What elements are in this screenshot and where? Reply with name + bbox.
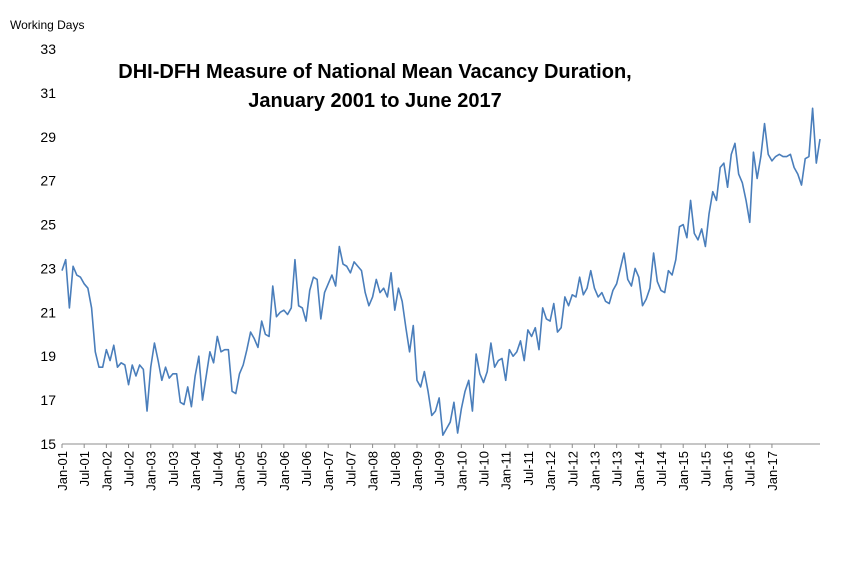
x-tick-label: Jan-12 xyxy=(543,451,558,491)
y-tick-label: 23 xyxy=(40,260,56,276)
x-tick-label: Jan-02 xyxy=(99,451,114,491)
x-tick-label: Jan-03 xyxy=(144,451,159,491)
chart-title-line2: January 2001 to June 2017 xyxy=(248,90,501,112)
x-tick-label: Jul-14 xyxy=(654,451,669,486)
x-tick-label: Jan-16 xyxy=(721,451,736,491)
y-tick-label: 15 xyxy=(40,436,56,452)
x-tick-label: Jan-10 xyxy=(454,451,469,491)
x-tick-label: Jan-05 xyxy=(232,451,247,491)
y-tick-label: 33 xyxy=(40,41,56,57)
x-tick-label: Jan-14 xyxy=(632,451,647,491)
x-tick-label: Jul-02 xyxy=(122,451,137,486)
x-axis: Jan-01 Jul-01 Jan-02 Jul-02 Jan-03 Jul-03 Jan-… xyxy=(55,444,780,491)
x-tick-label: Jan-11 xyxy=(499,451,514,490)
y-axis: 15 17 19 21 23 25 27 29 31 33 xyxy=(40,41,56,452)
x-tick-label: Jan-17 xyxy=(765,451,780,491)
x-tick-label: Jul-15 xyxy=(698,451,713,486)
x-tick-label: Jul-13 xyxy=(610,451,625,486)
x-tick-label: Jan-01 xyxy=(55,451,70,491)
y-tick-label: 19 xyxy=(40,348,56,364)
series-line xyxy=(61,107,821,437)
x-tick-label: Jul-11 xyxy=(521,451,536,485)
x-tick-label: Jan-15 xyxy=(676,451,691,491)
y-tick-label: 17 xyxy=(40,392,56,408)
x-tick-label: Jan-06 xyxy=(277,451,292,491)
x-tick-label: Jul-05 xyxy=(255,451,270,486)
x-tick-label: Jul-04 xyxy=(210,451,225,486)
x-tick-label: Jul-01 xyxy=(77,451,92,486)
y-axis-title: Working Days xyxy=(10,18,84,32)
x-tick-label: Jul-12 xyxy=(565,451,580,486)
y-tick-label: 21 xyxy=(40,304,56,320)
x-tick-label: Jan-07 xyxy=(321,451,336,491)
y-tick-label: 31 xyxy=(40,85,56,101)
y-tick-label: 29 xyxy=(40,129,56,145)
y-tick-label: 25 xyxy=(40,217,56,233)
x-tick-label: Jan-09 xyxy=(410,451,425,491)
x-tick-label: Jan-13 xyxy=(587,451,602,491)
x-tick-label: Jul-06 xyxy=(299,451,314,486)
x-tick-label: Jul-03 xyxy=(166,451,181,486)
x-tick-label: Jan-04 xyxy=(188,451,203,491)
x-tick-label: Jul-07 xyxy=(343,451,358,486)
x-tick-label: Jul-10 xyxy=(477,451,492,486)
x-tick-label: Jul-09 xyxy=(432,451,447,486)
x-tick-label: Jul-16 xyxy=(743,451,758,486)
x-tick-label: Jul-08 xyxy=(388,451,403,486)
chart-title-line1: DHI-DFH Measure of National Mean Vacancy… xyxy=(118,61,631,83)
x-tick-label: Jan-08 xyxy=(366,451,381,491)
y-tick-label: 27 xyxy=(40,173,56,189)
